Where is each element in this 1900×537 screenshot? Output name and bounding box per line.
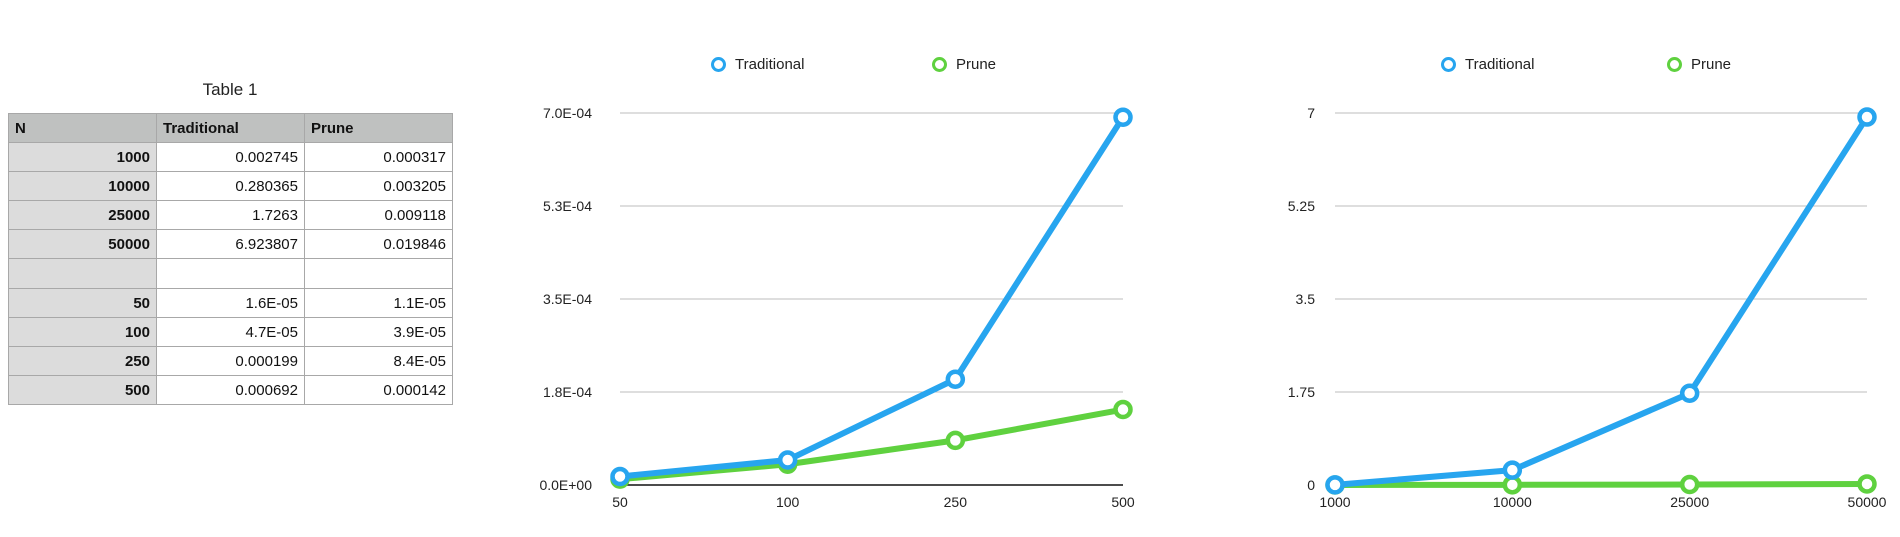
series-line-prune [1334, 480, 1868, 488]
cell-traditional: 0.002745 [156, 142, 305, 172]
x-tick-label: 50000 [1848, 494, 1887, 510]
row-label-n: 500 [8, 375, 157, 405]
cell-traditional: 6.923807 [156, 229, 305, 259]
legend-label-traditional: Traditional [1465, 56, 1535, 73]
data-point-traditional [1679, 383, 1700, 404]
cell-traditional: 0.000199 [156, 346, 305, 376]
table-row [8, 258, 453, 289]
table-row: 100 4.7E-05 3.9E-05 [8, 317, 453, 347]
row-label-n [8, 258, 157, 289]
y-tick-label: 7.0E-04 [543, 105, 592, 121]
data-point-prune [1113, 399, 1133, 420]
data-table: N Traditional Prune 1000 0.002745 0.000317… [8, 113, 453, 405]
series-line-traditional [1334, 115, 1870, 488]
data-point-prune [945, 430, 966, 451]
data-point-prune [1679, 474, 1700, 495]
legend-item-prune: Prune [932, 56, 996, 73]
x-tick-label: 100 [776, 494, 800, 510]
x-tick-label: 250 [944, 494, 968, 510]
y-tick-label: 3.5E-04 [543, 291, 592, 307]
data-point-traditional [1502, 460, 1523, 480]
cell-traditional: 1.6E-05 [156, 288, 305, 318]
data-point-traditional [1857, 107, 1877, 127]
cell-prune: 8.4E-05 [304, 346, 453, 376]
legend-marker-prune [1667, 57, 1682, 72]
y-tick-label: 5.25 [1288, 198, 1315, 214]
legend-item-traditional: Traditional [1441, 56, 1534, 73]
x-tick-label: 10000 [1493, 494, 1532, 510]
y-tick-label: 0 [1307, 477, 1315, 493]
data-point-traditional [777, 450, 798, 470]
header-n: N [8, 113, 157, 143]
data-point-traditional [610, 466, 630, 487]
y-tick-label: 7 [1307, 105, 1315, 121]
x-tick-label: 1000 [1319, 494, 1350, 510]
data-point-prune [1857, 474, 1877, 494]
table-row: 10000 0.280365 0.003205 [8, 171, 453, 201]
table-title: Table 1 [202, 80, 258, 99]
row-label-n: 10000 [8, 171, 157, 201]
data-point-traditional [945, 369, 966, 389]
data-point-traditional [1113, 107, 1133, 128]
cell-traditional: 1.7263 [156, 200, 305, 230]
cell-prune: 1.1E-05 [304, 288, 453, 318]
row-label-n: 25000 [8, 200, 157, 230]
table-row: 250 0.000199 8.4E-05 [8, 346, 453, 376]
y-tick-label: 5.3E-04 [543, 198, 592, 214]
x-tick-label: 50 [612, 494, 628, 510]
cell-prune: 0.000142 [304, 375, 453, 405]
cell-prune: 0.019846 [304, 229, 453, 259]
x-tick-label: 25000 [1670, 494, 1709, 510]
chart-large-n: Traditional Prune 0 1.75 3.5 5.25 7 1000 10000… [1255, 0, 1900, 532]
cell-prune: 0.003205 [304, 171, 453, 201]
row-label-n: 250 [8, 346, 157, 376]
table-row: 50 1.6E-05 1.1E-05 [8, 288, 453, 318]
series-line-traditional [619, 115, 1126, 480]
cell-prune: 3.9E-05 [304, 317, 453, 347]
row-label-n: 100 [8, 317, 157, 347]
header-prune: Prune [304, 113, 453, 143]
y-tick-label: 1.75 [1288, 384, 1315, 400]
table-row: 25000 1.7263 0.009118 [8, 200, 453, 230]
x-tick-label: 500 [1111, 494, 1135, 510]
table-row: 50000 6.923807 0.019846 [8, 229, 453, 259]
cell-prune: 0.009118 [304, 200, 453, 230]
cell-traditional: 0.000692 [156, 375, 305, 405]
legend-label-traditional: Traditional [735, 56, 805, 73]
cell-traditional: 4.7E-05 [156, 317, 305, 347]
chart-plot: 0 1.75 3.5 5.25 7 1000 10000 25000 50000 [1288, 105, 1887, 510]
data-point-traditional [1325, 475, 1345, 495]
legend-marker-traditional [711, 57, 726, 72]
legend-marker-prune [932, 57, 947, 72]
table-header-row: N Traditional Prune [8, 113, 453, 143]
legend-label-prune: Prune [956, 56, 997, 73]
legend-item-prune: Prune [1667, 56, 1731, 73]
y-tick-label: 0.0E+00 [539, 477, 592, 493]
legend-marker-traditional [1441, 57, 1456, 72]
header-traditional: Traditional [156, 113, 305, 143]
cell-prune [304, 258, 453, 289]
cell-traditional [156, 258, 305, 289]
chart-plot: 0.0E+00 1.8E-04 3.5E-04 5.3E-04 7.0E-04 50 100… [539, 105, 1135, 510]
table-row: 500 0.000692 0.000142 [8, 375, 453, 405]
cell-prune: 0.000317 [304, 142, 453, 172]
table-row: 1000 0.002745 0.000317 [8, 142, 453, 172]
series-line-prune [619, 406, 1124, 483]
y-tick-label: 1.8E-04 [543, 384, 592, 400]
legend-label-prune: Prune [1691, 56, 1732, 73]
row-label-n: 50 [8, 288, 157, 318]
row-label-n: 1000 [8, 142, 157, 172]
cell-traditional: 0.280365 [156, 171, 305, 201]
legend-item-traditional: Traditional [711, 56, 804, 73]
row-label-n: 50000 [8, 229, 157, 259]
chart-small-n: Traditional Prune 0.0E+00 1.8E-04 3.5E-04 5… [520, 0, 1140, 532]
y-tick-label: 3.5 [1296, 291, 1316, 307]
